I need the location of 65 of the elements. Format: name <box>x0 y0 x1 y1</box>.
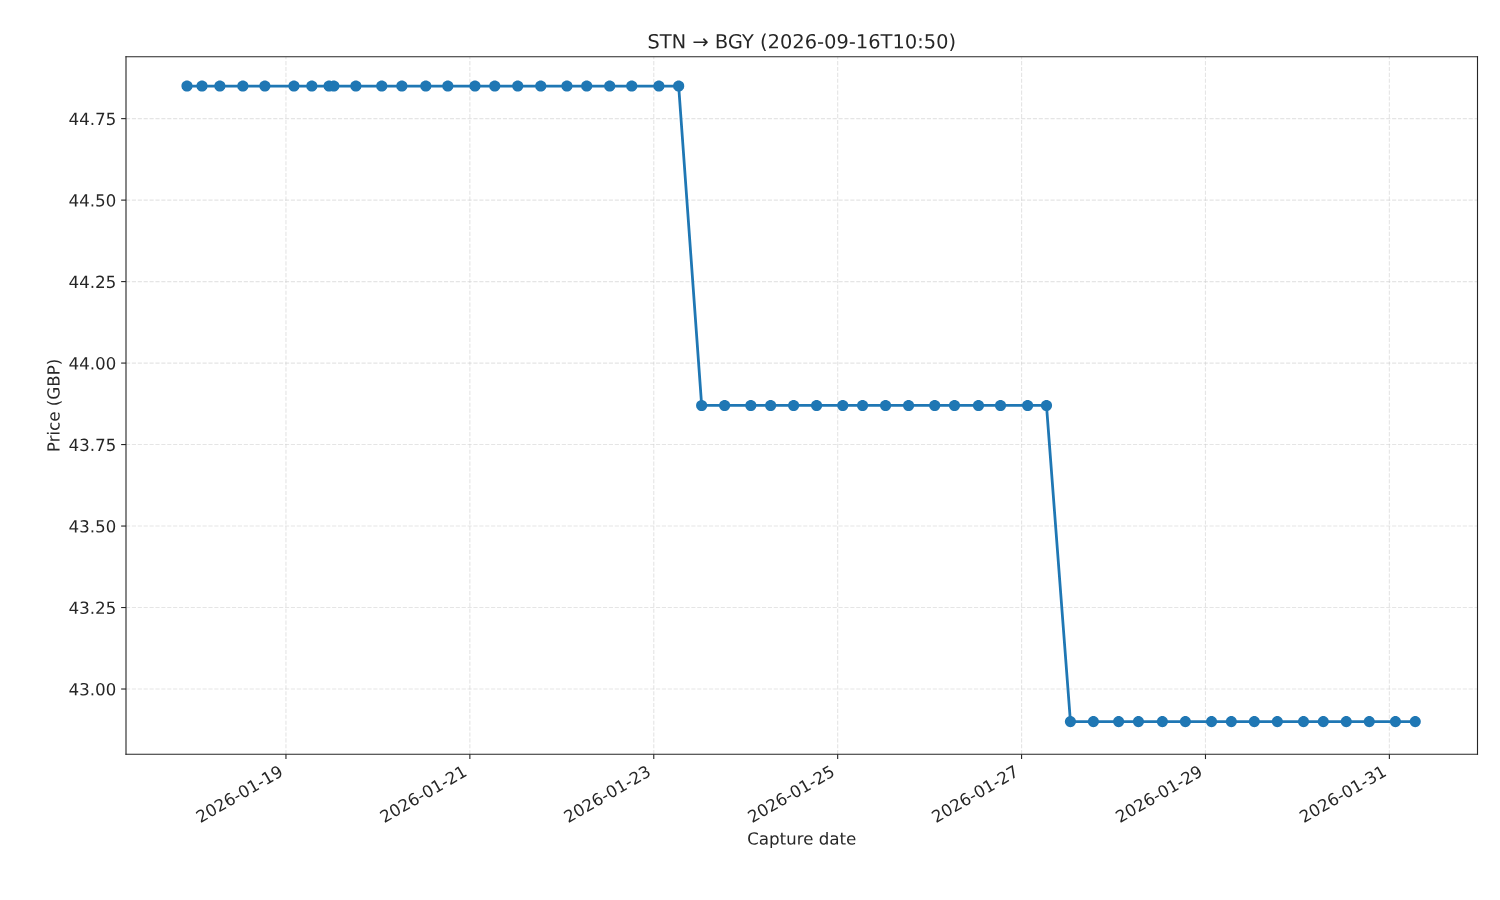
y-tick-label: 43.50 <box>69 520 116 533</box>
point <box>696 399 708 412</box>
point <box>561 80 573 92</box>
y-tick-label: 43.75 <box>69 438 115 452</box>
point <box>653 80 665 92</box>
y-tick-label: 43.00 <box>69 682 116 696</box>
point <box>811 399 823 412</box>
point <box>1205 716 1218 728</box>
y-tick-label: 44.50 <box>69 194 116 207</box>
point <box>350 80 362 92</box>
point <box>1113 716 1125 728</box>
point <box>1040 399 1053 412</box>
point <box>745 399 757 412</box>
point <box>1297 716 1310 728</box>
point <box>719 399 731 412</box>
point <box>1156 716 1168 728</box>
point <box>442 80 454 92</box>
y-tick-label: 44.25 <box>69 275 115 289</box>
point <box>1340 716 1352 728</box>
point <box>1389 716 1401 728</box>
point <box>237 80 249 92</box>
point <box>214 80 226 92</box>
point <box>880 399 892 412</box>
point <box>1363 716 1375 728</box>
point <box>994 399 1007 412</box>
point <box>196 80 208 92</box>
point <box>512 80 524 92</box>
point <box>1087 716 1099 728</box>
point <box>857 399 869 412</box>
point <box>306 80 318 92</box>
y-axis-title: Price (GBP) <box>46 360 62 451</box>
point <box>420 80 432 92</box>
point <box>1248 716 1260 728</box>
point <box>788 399 800 412</box>
point <box>1271 716 1283 728</box>
point <box>469 80 481 92</box>
point <box>1179 716 1191 728</box>
point <box>489 80 501 92</box>
point <box>376 80 388 92</box>
point <box>288 80 300 92</box>
point <box>1132 716 1144 728</box>
point <box>765 399 777 412</box>
point <box>259 80 271 92</box>
y-tick-label: 44.75 <box>69 112 115 126</box>
point <box>929 399 941 412</box>
point <box>1064 716 1076 728</box>
point <box>1225 716 1237 728</box>
point <box>1317 716 1329 728</box>
x-axis-title: Capture date <box>748 831 856 849</box>
y-tick-label: 43.25 <box>69 601 115 615</box>
point <box>535 80 547 92</box>
point <box>181 80 193 92</box>
point <box>1022 399 1034 412</box>
point <box>948 399 961 412</box>
point <box>396 80 408 92</box>
point <box>581 80 593 92</box>
point <box>1409 716 1421 728</box>
point <box>902 399 915 412</box>
chart-title: STN → BGY (2026-09-16T10:50) <box>648 33 955 51</box>
point <box>972 399 985 412</box>
point <box>604 80 616 92</box>
point <box>626 80 638 92</box>
point <box>837 399 849 412</box>
y-tick-label: 44.00 <box>69 357 116 370</box>
point <box>673 80 685 92</box>
